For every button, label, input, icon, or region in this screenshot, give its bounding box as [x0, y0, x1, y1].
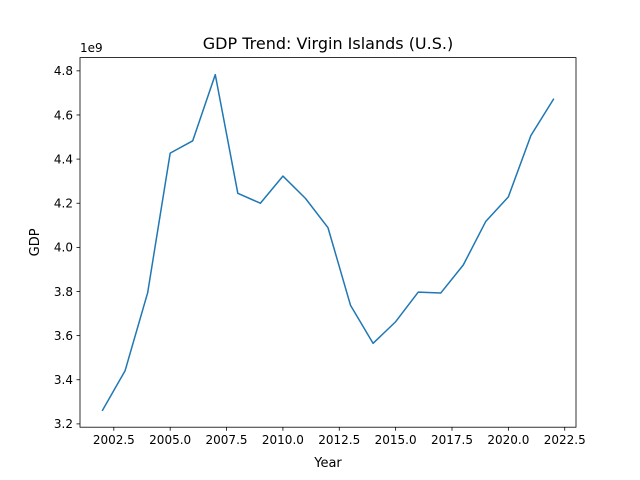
y-tick-label: 4.6	[54, 108, 73, 122]
x-tick-label: 2005.0	[149, 433, 191, 447]
gdp-series-line	[101, 73, 555, 412]
chart-title: GDP Trend: Virgin Islands (U.S.)	[203, 34, 453, 53]
x-tick-label: 2015.0	[375, 433, 417, 447]
x-tick-label: 2010.0	[262, 433, 304, 447]
y-tick-label: 3.8	[54, 285, 73, 299]
x-axis-label: Year	[313, 456, 342, 471]
y-tick-label: 4.0	[54, 241, 73, 255]
y-tick-label: 4.4	[54, 152, 73, 166]
x-tick-label: 2012.5	[318, 433, 360, 447]
x-tick-label: 2020.0	[487, 433, 529, 447]
y-tick-label: 3.4	[54, 373, 73, 387]
x-tick-label: 2022.5	[544, 433, 586, 447]
plot-area-frame	[79, 57, 577, 428]
y-axis-offset-label: 1e9	[80, 41, 103, 55]
y-tick-label: 4.2	[54, 197, 73, 211]
x-axis-ticks: 2002.5 2005.0 2007.5 2010.0 2012.5 2015.0 2017…	[93, 427, 586, 447]
y-tick-label: 3.6	[54, 329, 73, 343]
x-tick-label: 2002.5	[93, 433, 135, 447]
y-tick-label: 4.8	[54, 64, 73, 78]
y-axis-ticks: 3.2 3.4 3.6 3.8 4.0 4.2 4.4 4.6 4.8	[54, 64, 80, 431]
x-tick-label: 2007.5	[206, 433, 248, 447]
y-tick-label: 3.2	[54, 417, 73, 431]
y-axis-label: GDP	[28, 228, 43, 256]
x-tick-label: 2017.5	[431, 433, 473, 447]
series-layer	[101, 73, 555, 412]
